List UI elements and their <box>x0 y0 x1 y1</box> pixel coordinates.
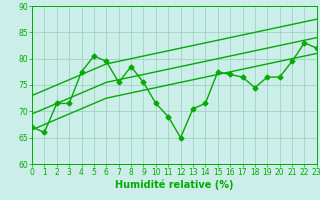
X-axis label: Humidité relative (%): Humidité relative (%) <box>115 180 234 190</box>
